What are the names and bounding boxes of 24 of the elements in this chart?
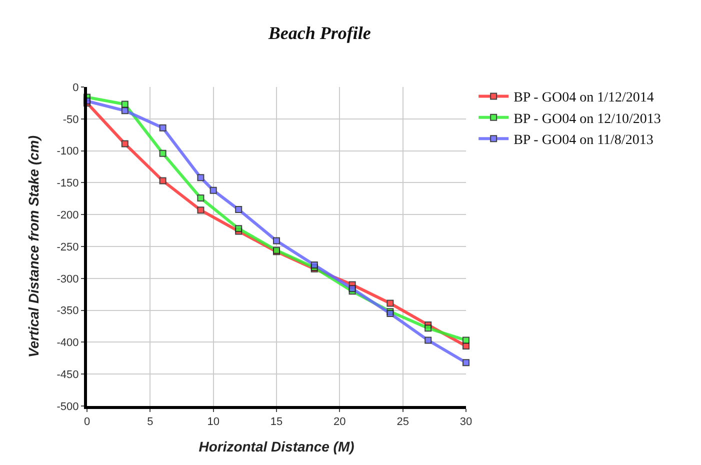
y-tick-label: -400	[56, 337, 79, 350]
legend-label: BP - GO04 on 11/8/2013	[514, 133, 654, 148]
y-tick-label: -500	[56, 400, 79, 413]
y-tick-label: -50	[62, 114, 79, 126]
y-tick-label: -450	[56, 368, 79, 381]
x-tick-label: 15	[270, 416, 283, 428]
y-tick-label: -350	[56, 305, 79, 318]
x-tick-label: 10	[207, 416, 220, 428]
y-tick-label: -300	[56, 273, 79, 286]
chart-title: Beach Profile	[267, 22, 371, 43]
y-tick-label: 0	[72, 82, 79, 94]
x-tick-label: 25	[396, 416, 409, 428]
legend-label: BP - GO04 on 1/12/2014	[514, 90, 654, 106]
x-tick-label: 5	[147, 416, 154, 428]
y-tick-label: -250	[56, 241, 79, 254]
legend-label: BP - GO04 on 12/10/2013	[514, 112, 661, 127]
x-tick-label: 20	[334, 416, 346, 428]
y-axis-title: Vertical Distance from Stake (cm)	[25, 135, 42, 358]
y-tick-label: -200	[56, 209, 79, 222]
x-tick-label: 0	[84, 416, 90, 428]
y-tick-label: -100	[56, 146, 79, 158]
x-tick-label: 30	[460, 416, 472, 428]
x-axis-title: Horizontal Distance (M)	[198, 438, 355, 454]
y-tick-label: -150	[56, 178, 79, 190]
